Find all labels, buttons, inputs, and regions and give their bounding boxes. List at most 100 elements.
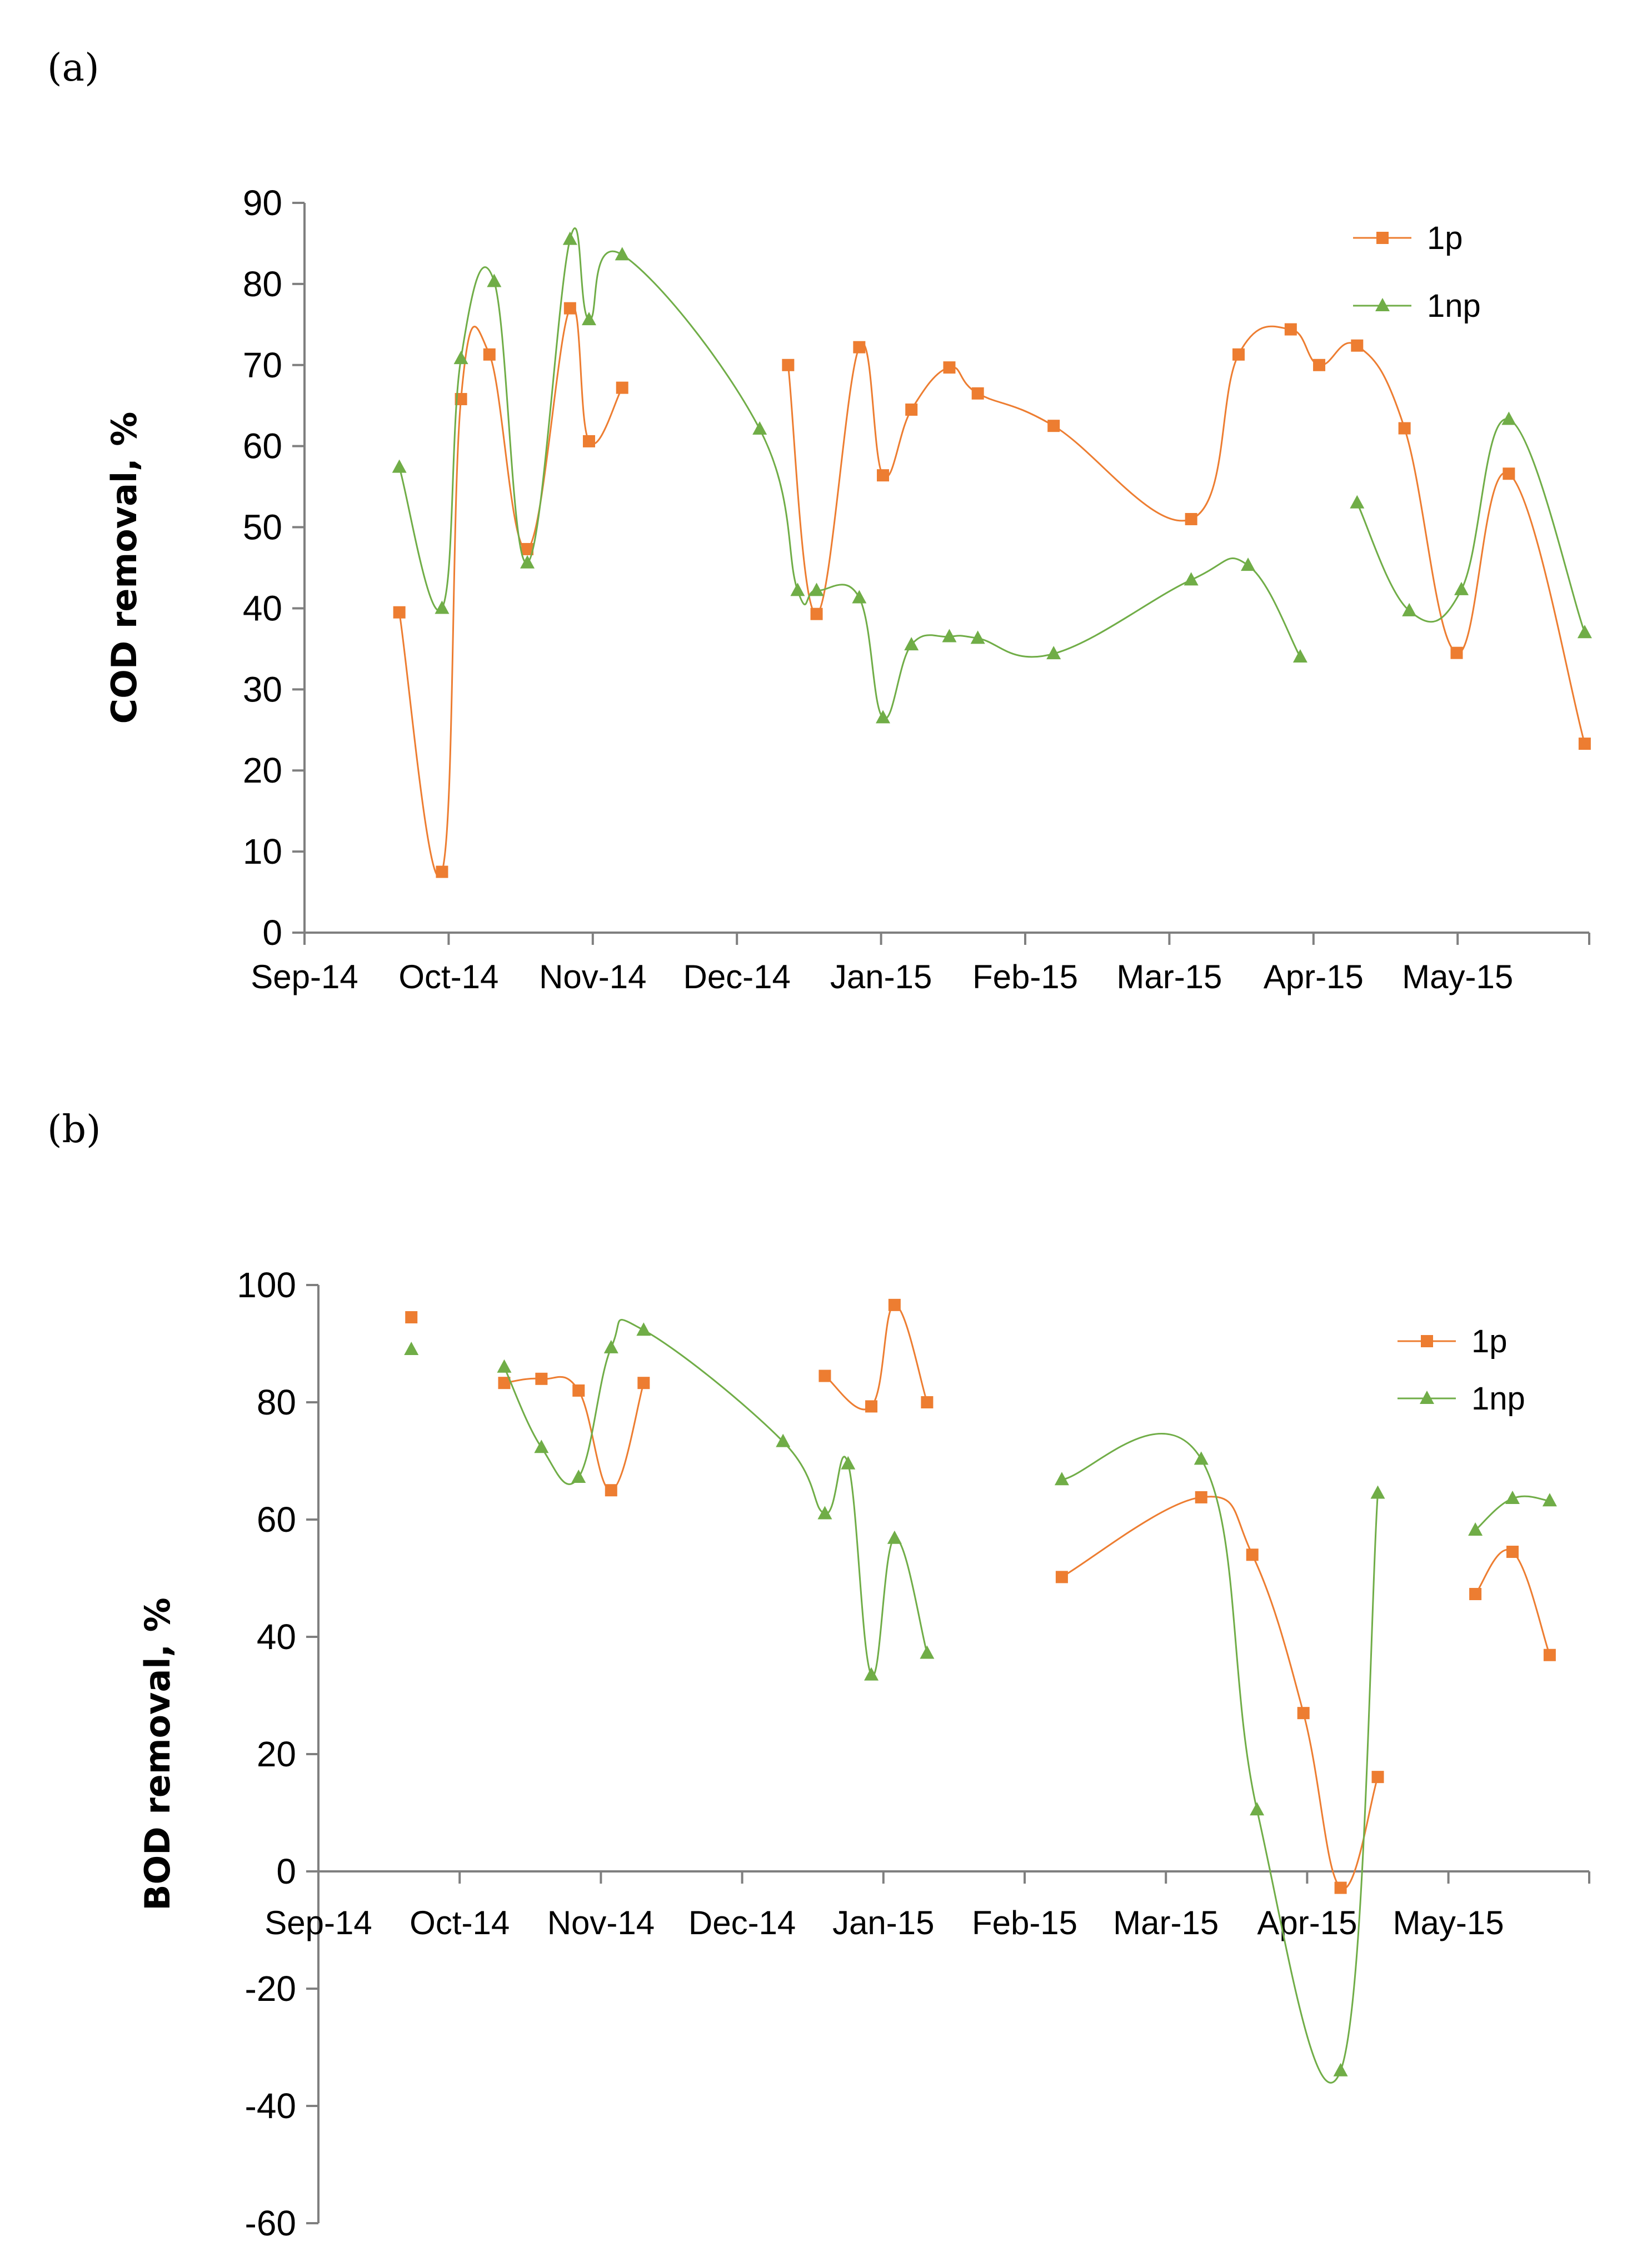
data-point-1p	[535, 1372, 548, 1385]
data-point-1np	[487, 273, 502, 287]
data-point-1np	[1184, 572, 1199, 586]
x-tick-label: Feb-15	[972, 1904, 1077, 1941]
data-point-1np	[392, 459, 407, 473]
data-point-1p	[1047, 420, 1060, 432]
data-point-1np	[404, 1342, 419, 1356]
data-point-1np	[887, 1530, 902, 1544]
data-point-1np	[636, 1322, 651, 1336]
data-point-1p	[405, 1311, 418, 1324]
data-point-1p	[1503, 467, 1515, 480]
series-line-1p	[824, 1304, 928, 1411]
y-tick-label: 40	[257, 1617, 296, 1657]
data-point-1np	[1350, 495, 1365, 509]
x-tick-label: Feb-15	[972, 958, 1078, 995]
data-point-1np	[942, 629, 957, 643]
x-tick-label: Dec-14	[688, 1904, 796, 1941]
data-point-1p	[877, 469, 890, 482]
series-line-1np	[398, 227, 1301, 720]
data-point-1np	[1292, 649, 1307, 663]
data-point-1np	[1402, 602, 1417, 616]
data-point-1np	[876, 710, 891, 724]
data-point-1p	[1185, 512, 1197, 525]
x-tick-label: Apr-15	[1257, 1904, 1357, 1941]
data-point-1np	[497, 1359, 512, 1373]
y-tick-label: -40	[245, 2086, 297, 2126]
data-point-1np	[534, 1440, 549, 1453]
x-tick-label: Dec-14	[683, 958, 790, 995]
series-line-1p	[398, 305, 623, 878]
x-tick-label: Apr-15	[1264, 958, 1364, 995]
legend-label-1p: 1p	[1471, 1323, 1508, 1359]
legend-label-1np: 1np	[1427, 288, 1481, 324]
data-point-1np	[1250, 1802, 1265, 1816]
data-point-1np	[790, 582, 805, 596]
x-tick-label: Oct-14	[410, 1904, 510, 1941]
data-point-1p	[1351, 339, 1364, 352]
panel-label: (b)	[47, 1108, 101, 1152]
data-point-1np	[562, 231, 577, 245]
data-point-1p	[1195, 1491, 1207, 1503]
y-axis-label: COD removal, %	[104, 412, 144, 724]
series-line-1p	[1061, 1496, 1379, 1890]
legend-marker-1p	[1376, 232, 1389, 244]
data-point-1p	[1543, 1649, 1556, 1661]
data-point-1np	[581, 312, 596, 326]
series-1p	[393, 302, 1591, 878]
data-point-1p	[1313, 358, 1326, 371]
legend-marker-1np	[1375, 298, 1390, 311]
y-tick-label: 20	[243, 750, 282, 790]
data-point-1p	[1371, 1771, 1384, 1784]
data-point-1np	[1577, 625, 1592, 639]
data-point-1np	[603, 1339, 618, 1353]
data-point-1np	[864, 1667, 879, 1681]
data-point-1p	[582, 435, 595, 447]
data-point-1p	[818, 1369, 831, 1382]
data-point-1np	[809, 582, 824, 596]
y-tick-label: 70	[243, 345, 282, 385]
data-point-1np	[776, 1433, 791, 1447]
data-point-1p	[616, 381, 628, 394]
panel-label: (a)	[47, 46, 99, 90]
data-point-1np	[904, 637, 919, 651]
data-point-1np	[1054, 1472, 1069, 1486]
cod-removal-chart: (a) COD removal, % 0 10 20 30 40 50 60 70 80 90 Sep-…	[47, 46, 1592, 995]
data-point-1np	[520, 555, 535, 569]
y-tick-label: 100	[237, 1265, 296, 1305]
y-tick-label: 80	[257, 1382, 296, 1422]
data-point-1np	[1194, 1451, 1209, 1465]
data-point-1p	[971, 387, 984, 400]
legend-marker-1p	[1421, 1335, 1433, 1347]
data-point-1p	[1506, 1546, 1519, 1558]
data-point-1np	[1241, 557, 1256, 571]
data-point-1p	[1578, 738, 1591, 750]
data-point-1p	[888, 1298, 901, 1311]
x-tick-label: Mar-15	[1113, 1904, 1219, 1941]
data-point-1p	[563, 302, 576, 315]
data-point-1p	[810, 607, 823, 620]
legend-marker-1np	[1420, 1391, 1434, 1404]
data-point-1p	[1334, 1881, 1347, 1894]
data-point-1np	[1046, 646, 1061, 660]
data-point-1np	[817, 1506, 832, 1520]
data-point-1p	[521, 542, 534, 555]
x-tick-label: Sep-14	[251, 958, 358, 995]
data-point-1p	[1284, 323, 1297, 336]
data-point-1np	[1454, 581, 1469, 595]
data-point-1np	[920, 1645, 935, 1659]
data-point-1np	[435, 600, 450, 614]
data-point-1p	[393, 606, 406, 619]
series-line-1np	[1356, 418, 1586, 633]
y-tick-label: 0	[276, 1851, 296, 1891]
data-point-1np	[841, 1456, 856, 1470]
series-line-1np	[503, 1318, 928, 1677]
x-tick-label: Mar-15	[1116, 958, 1222, 995]
series-1np	[392, 227, 1592, 724]
y-tick-label: 90	[243, 183, 282, 223]
data-point-1np	[1505, 1491, 1520, 1505]
x-tick-label: Oct-14	[398, 958, 498, 995]
x-tick-label: May-15	[1402, 958, 1513, 995]
series-line-1np	[1061, 1433, 1379, 2084]
series-line-1p	[787, 325, 1586, 744]
data-point-1p	[865, 1400, 878, 1413]
